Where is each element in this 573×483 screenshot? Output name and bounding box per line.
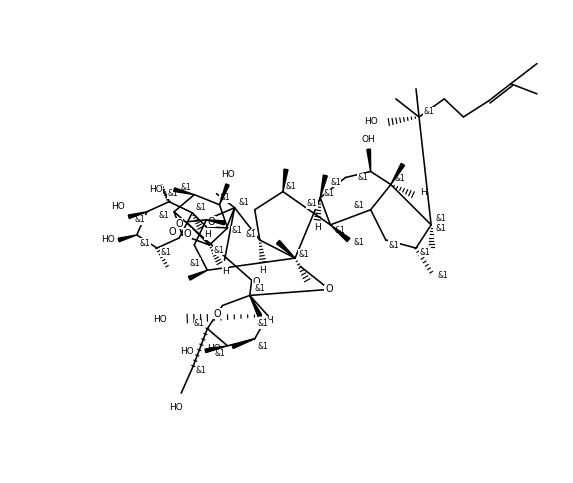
Text: &1: &1 xyxy=(214,349,225,358)
Text: &1: &1 xyxy=(254,284,265,293)
Text: &1: &1 xyxy=(139,239,150,247)
Text: HO: HO xyxy=(149,185,163,194)
Text: &1: &1 xyxy=(246,229,257,239)
Text: &1: &1 xyxy=(181,183,191,192)
Text: O: O xyxy=(214,309,221,319)
Polygon shape xyxy=(219,184,229,205)
Polygon shape xyxy=(174,188,194,195)
Text: &1: &1 xyxy=(388,241,399,250)
Text: H: H xyxy=(222,267,229,276)
Text: &1: &1 xyxy=(194,319,205,328)
Text: HO: HO xyxy=(180,347,194,356)
Text: O: O xyxy=(253,277,261,287)
Text: &1: &1 xyxy=(160,248,171,256)
Text: &1: &1 xyxy=(135,215,145,224)
Polygon shape xyxy=(206,220,225,225)
Text: &1: &1 xyxy=(357,173,368,182)
Text: &1: &1 xyxy=(190,259,201,268)
Text: &1: &1 xyxy=(196,366,207,374)
Text: H: H xyxy=(266,316,273,325)
Text: &1: &1 xyxy=(219,193,230,202)
Text: &1: &1 xyxy=(438,271,449,280)
Polygon shape xyxy=(232,339,255,349)
Text: &1: &1 xyxy=(419,248,430,256)
Text: &1: &1 xyxy=(353,201,364,210)
Text: OH: OH xyxy=(362,135,375,144)
Polygon shape xyxy=(320,175,327,198)
Polygon shape xyxy=(331,225,350,242)
Polygon shape xyxy=(367,149,371,171)
Text: &1: &1 xyxy=(307,199,317,208)
Text: &1: &1 xyxy=(257,319,268,328)
Text: O: O xyxy=(175,219,183,229)
Text: &1: &1 xyxy=(330,178,341,187)
Text: HO: HO xyxy=(207,344,221,354)
Text: &1: &1 xyxy=(213,245,224,255)
Text: &1: &1 xyxy=(231,227,242,235)
Text: HO: HO xyxy=(364,116,378,126)
Text: &1: &1 xyxy=(196,203,207,212)
Polygon shape xyxy=(283,169,288,192)
Polygon shape xyxy=(250,296,262,316)
Text: &1: &1 xyxy=(436,214,446,223)
Polygon shape xyxy=(118,235,137,242)
Text: H: H xyxy=(314,224,321,232)
Text: &1: &1 xyxy=(299,250,309,258)
Text: &1: &1 xyxy=(159,211,170,220)
Text: &1: &1 xyxy=(424,108,434,116)
Text: O: O xyxy=(168,227,176,237)
Text: &1: &1 xyxy=(238,198,249,207)
Text: HO: HO xyxy=(169,403,183,412)
Text: O: O xyxy=(325,284,333,294)
Text: H: H xyxy=(419,188,426,197)
Text: &1: &1 xyxy=(353,238,364,246)
Text: H: H xyxy=(260,266,266,275)
Text: O: O xyxy=(324,285,332,296)
Text: O: O xyxy=(207,217,215,227)
Text: &1: &1 xyxy=(436,225,446,233)
Text: &1: &1 xyxy=(168,189,178,198)
Polygon shape xyxy=(189,270,207,280)
Text: &1: &1 xyxy=(257,342,268,351)
Text: HO: HO xyxy=(221,170,234,179)
Polygon shape xyxy=(391,163,405,185)
Polygon shape xyxy=(276,241,295,258)
Text: &1: &1 xyxy=(395,174,405,183)
Text: O: O xyxy=(183,229,191,239)
Text: HO: HO xyxy=(111,202,125,211)
Text: &1: &1 xyxy=(334,227,345,235)
Text: &1: &1 xyxy=(324,189,335,198)
Text: HO: HO xyxy=(154,315,167,324)
Text: &1: &1 xyxy=(245,230,256,240)
Text: HO: HO xyxy=(101,236,115,244)
Text: H: H xyxy=(204,230,211,240)
Polygon shape xyxy=(205,346,227,353)
Polygon shape xyxy=(128,212,147,218)
Text: &1: &1 xyxy=(286,182,296,191)
